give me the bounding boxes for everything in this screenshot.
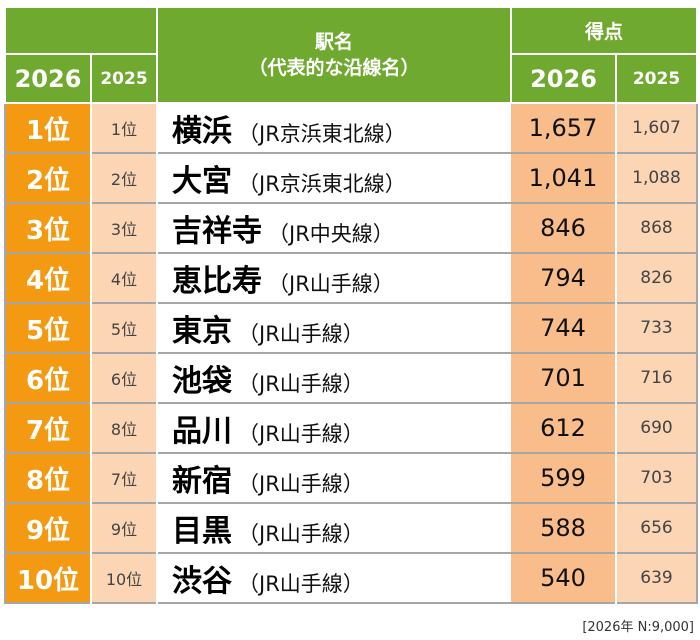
score-2026: 540 bbox=[511, 552, 617, 603]
table-row: 1位 1位 横浜 （JR京浜東北線） 1,657 1,607 bbox=[5, 102, 698, 153]
rank-2025: 10位 bbox=[91, 552, 158, 603]
station-name: 品川 bbox=[172, 414, 232, 449]
score-2025: 639 bbox=[616, 552, 698, 603]
score-2025: 826 bbox=[616, 252, 698, 303]
score-2025: 716 bbox=[616, 352, 698, 403]
rank-2026: 2位 bbox=[5, 152, 92, 203]
station-cell: 品川 （JR山手線） bbox=[157, 402, 511, 453]
rank-2025-header: 2025 bbox=[90, 53, 158, 104]
rank-2026: 6位 bbox=[5, 352, 92, 403]
rank-2026: 8位 bbox=[5, 452, 92, 503]
station-header-subtitle: （代表的な沿線名） bbox=[248, 57, 420, 79]
score-2026: 599 bbox=[511, 452, 617, 503]
station-cell: 恵比寿 （JR山手線） bbox=[157, 252, 511, 303]
station-name: 池袋 bbox=[172, 364, 232, 399]
score-2025-header: 2025 bbox=[614, 53, 699, 104]
rank-2025: 8位 bbox=[91, 402, 158, 453]
survey-note: [2026年 N:9,000] bbox=[582, 620, 694, 635]
table-row: 9位 9位 目黒 （JR山手線） 588 656 bbox=[5, 502, 698, 553]
rank-2026: 10位 bbox=[5, 552, 92, 603]
station-name: 新宿 bbox=[172, 464, 232, 499]
score-2025: 733 bbox=[616, 302, 698, 353]
score-header: 得点 bbox=[509, 6, 699, 55]
station-name: 横浜 bbox=[172, 114, 232, 149]
score-2026-header: 2026 bbox=[510, 53, 617, 104]
station-cell: 渋谷 （JR山手線） bbox=[157, 552, 511, 603]
station-cell: 目黒 （JR山手線） bbox=[157, 502, 511, 553]
rank-2026: 5位 bbox=[5, 302, 92, 353]
line-name: （JR山手線） bbox=[238, 572, 364, 596]
rank-2025: 2位 bbox=[91, 152, 158, 203]
rank-2026: 4位 bbox=[5, 252, 92, 303]
rank-header-blank bbox=[4, 6, 158, 55]
rank-2025: 4位 bbox=[91, 252, 158, 303]
table-row: 3位 3位 吉祥寺 （JR中央線） 846 868 bbox=[5, 202, 698, 253]
rank-2026: 1位 bbox=[5, 102, 92, 153]
station-name: 恵比寿 bbox=[172, 264, 262, 299]
rank-2025: 1位 bbox=[91, 102, 158, 153]
rank-2026: 9位 bbox=[5, 502, 92, 553]
score-2025: 1,088 bbox=[616, 152, 698, 203]
score-2025: 868 bbox=[616, 202, 698, 253]
station-name: 吉祥寺 bbox=[172, 214, 262, 249]
station-cell: 池袋 （JR山手線） bbox=[157, 352, 511, 403]
table-row: 6位 6位 池袋 （JR山手線） 701 716 bbox=[5, 352, 698, 403]
line-name: （JR山手線） bbox=[238, 322, 364, 346]
line-name: （JR山手線） bbox=[268, 272, 394, 296]
rank-2025: 3位 bbox=[91, 202, 158, 253]
station-cell: 東京 （JR山手線） bbox=[157, 302, 511, 353]
rank-2025: 7位 bbox=[91, 452, 158, 503]
rank-2025: 6位 bbox=[91, 352, 158, 403]
ranking-table: 駅名 （代表的な沿線名） 得点 2026 2025 2026 2025 1位 1… bbox=[4, 6, 699, 604]
score-2026: 612 bbox=[511, 402, 617, 453]
score-2025: 690 bbox=[616, 402, 698, 453]
line-name: （JR山手線） bbox=[238, 422, 364, 446]
rank-2026: 7位 bbox=[5, 402, 92, 453]
table-row: 5位 5位 東京 （JR山手線） 744 733 bbox=[5, 302, 698, 353]
score-2026: 1,657 bbox=[511, 102, 617, 153]
rank-2026: 3位 bbox=[5, 202, 92, 253]
line-name: （JR中央線） bbox=[268, 222, 394, 246]
rank-2025: 9位 bbox=[91, 502, 158, 553]
rank-2025: 5位 bbox=[91, 302, 158, 353]
score-2026: 794 bbox=[511, 252, 617, 303]
score-2025: 703 bbox=[616, 452, 698, 503]
score-2026: 1,041 bbox=[511, 152, 617, 203]
line-name: （JR山手線） bbox=[238, 522, 364, 546]
station-cell: 新宿 （JR山手線） bbox=[157, 452, 511, 503]
station-cell: 横浜 （JR京浜東北線） bbox=[157, 102, 511, 153]
station-cell: 吉祥寺 （JR中央線） bbox=[157, 202, 511, 253]
table-row: 10位 10位 渋谷 （JR山手線） 540 639 bbox=[5, 552, 698, 603]
line-name: （JR山手線） bbox=[238, 372, 364, 396]
station-header-title: 駅名 bbox=[314, 31, 353, 53]
line-name: （JR山手線） bbox=[238, 472, 364, 496]
line-name: （JR京浜東北線） bbox=[238, 172, 406, 196]
score-2026: 846 bbox=[511, 202, 617, 253]
station-header: 駅名 （代表的な沿線名） bbox=[156, 6, 512, 104]
score-2026: 588 bbox=[511, 502, 617, 553]
station-cell: 大宮 （JR京浜東北線） bbox=[157, 152, 511, 203]
score-2026: 744 bbox=[511, 302, 617, 353]
score-2025: 656 bbox=[616, 502, 698, 553]
table-row: 4位 4位 恵比寿 （JR山手線） 794 826 bbox=[5, 252, 698, 303]
table-row: 7位 8位 品川 （JR山手線） 612 690 bbox=[5, 402, 698, 453]
line-name: （JR京浜東北線） bbox=[238, 122, 406, 146]
station-name: 大宮 bbox=[172, 164, 232, 199]
station-name: 渋谷 bbox=[172, 564, 232, 599]
score-2026: 701 bbox=[511, 352, 617, 403]
rank-2026-header: 2026 bbox=[4, 53, 92, 104]
station-name: 目黒 bbox=[172, 514, 232, 549]
table-row: 2位 2位 大宮 （JR京浜東北線） 1,041 1,088 bbox=[5, 152, 698, 203]
table-row: 8位 7位 新宿 （JR山手線） 599 703 bbox=[5, 452, 698, 503]
score-2025: 1,607 bbox=[616, 102, 698, 153]
station-name: 東京 bbox=[172, 314, 232, 349]
